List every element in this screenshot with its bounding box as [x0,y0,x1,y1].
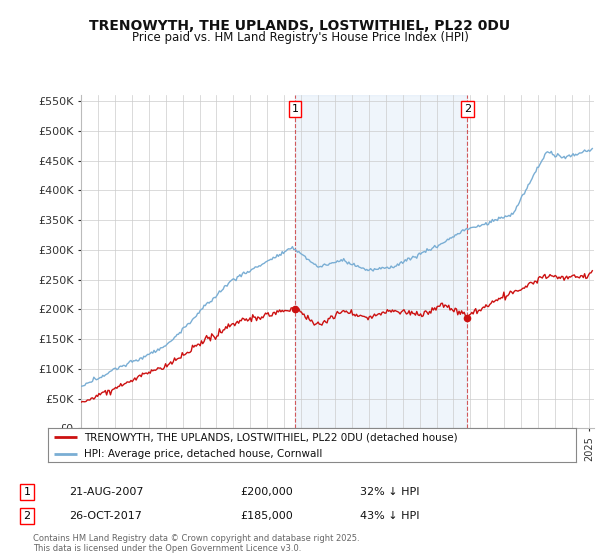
Point [290,305,300,314]
Text: TRENOWYTH, THE UPLANDS, LOSTWITHIEL, PL22 0DU: TRENOWYTH, THE UPLANDS, LOSTWITHIEL, PL2… [89,19,511,33]
Text: 32% ↓ HPI: 32% ↓ HPI [360,487,419,497]
Bar [295,95,467,428]
Text: 43% ↓ HPI: 43% ↓ HPI [360,511,419,521]
Text: HPI: Average price, detached house, Cornwall: HPI: Average price, detached house, Corn… [84,449,322,459]
Text: 1: 1 [292,104,299,114]
Text: 2: 2 [23,511,31,521]
Text: 1: 1 [23,487,31,497]
Text: 26-OCT-2017: 26-OCT-2017 [69,511,142,521]
Text: TRENOWYTH, THE UPLANDS, LOSTWITHIEL, PL22 0DU (detached house): TRENOWYTH, THE UPLANDS, LOSTWITHIEL, PL2… [84,432,458,442]
Point [463,314,472,323]
Text: 21-AUG-2007: 21-AUG-2007 [69,487,143,497]
Text: Contains HM Land Registry data © Crown copyright and database right 2025.
This d: Contains HM Land Registry data © Crown c… [33,534,359,553]
Text: £185,000: £185,000 [240,511,293,521]
Text: £200,000: £200,000 [240,487,293,497]
Text: 2: 2 [464,104,471,114]
Text: Price paid vs. HM Land Registry's House Price Index (HPI): Price paid vs. HM Land Registry's House … [131,31,469,44]
